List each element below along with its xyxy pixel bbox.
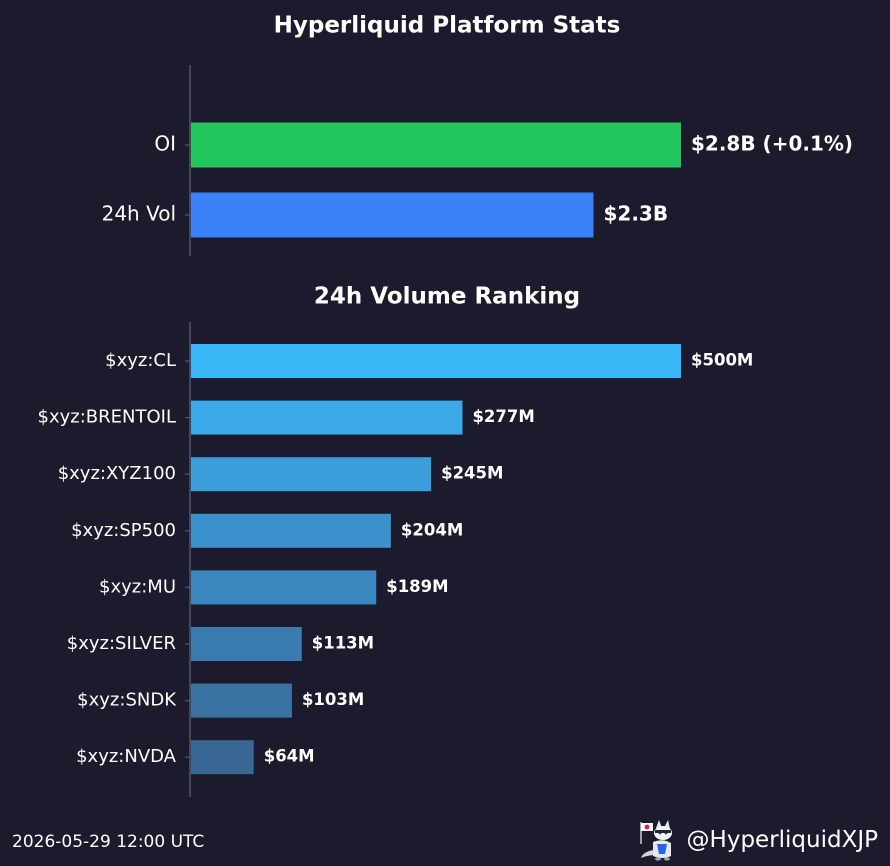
data-label: $204M [401,520,463,539]
y-tick-label: $xyz:NVDA [76,746,177,767]
y-tick-label: $xyz:SNDK [77,690,177,711]
y-tick-label: $xyz:MU [99,576,176,597]
data-label: $245M [441,464,503,483]
y-tick-label: OI [154,132,176,156]
bar [191,627,302,661]
data-label: $500M [691,351,753,370]
bar [191,400,463,435]
bar [191,683,292,718]
bar [191,570,377,605]
y-tick-label: $xyz:SILVER [67,633,176,654]
bar [191,457,432,492]
chart-title: Hyperliquid Platform Stats [274,13,621,39]
y-tick-label: 24h Vol [102,202,176,226]
data-label: $2.3B [604,202,669,226]
data-label: $189M [386,577,448,596]
mascot-with-flag-icon [639,820,672,861]
data-label: $2.8B (+0.1%) [691,132,853,156]
bar [191,192,594,238]
bar [191,740,254,775]
bar [191,122,681,168]
brand: @HyperliquidXJP [635,818,878,862]
bar [191,513,391,548]
y-tick-label: $xyz:CL [105,350,176,371]
data-label: $64M [264,747,315,766]
timestamp: 2026-05-29 12:00 UTC [12,832,205,852]
y-tick-label: $xyz:BRENTOIL [38,407,176,428]
brand-handle: @HyperliquidXJP [686,827,878,853]
data-label: $277M [472,407,534,426]
data-label: $103M [302,690,364,709]
bar [191,344,681,378]
y-tick-label: $xyz:XYZ100 [58,463,176,484]
y-tick-label: $xyz:SP500 [71,520,176,541]
data-label: $113M [312,634,374,653]
chart-title: 24h Volume Ranking [314,284,580,310]
